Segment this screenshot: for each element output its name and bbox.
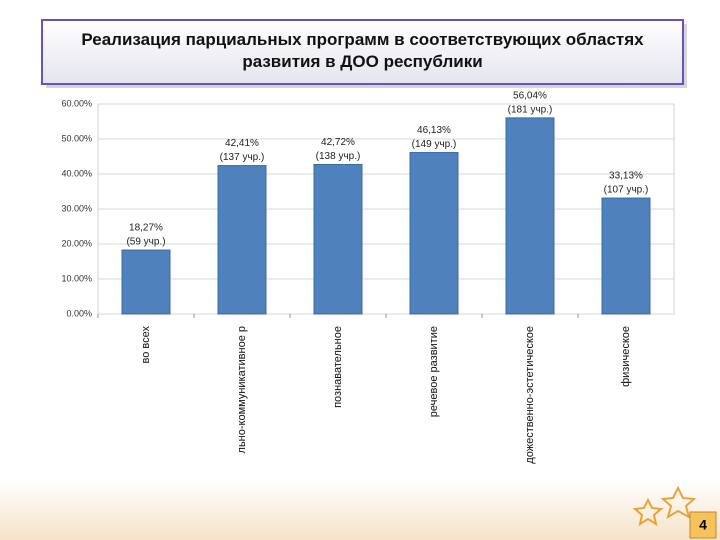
- count-label: (107 учр.): [604, 185, 649, 196]
- bar: [121, 249, 171, 315]
- x-tick-label: познавательное: [332, 326, 344, 408]
- x-tick-label: льно-коммуникативное р: [236, 326, 248, 453]
- value-label: 33,13%: [609, 171, 643, 182]
- count-label: (149 учр.): [412, 139, 457, 150]
- bar: [505, 117, 555, 315]
- value-label: 42,72%: [321, 137, 355, 148]
- bar: [601, 197, 651, 315]
- x-tick-label: во всех: [140, 326, 152, 364]
- y-tick-label: 50.00%: [61, 133, 92, 143]
- chart-title: Реализация парциальных программ в соотве…: [81, 30, 644, 71]
- slide-number: 4: [699, 517, 707, 533]
- count-label: (181 учр.): [508, 105, 553, 116]
- x-tick-label: физическое: [620, 326, 632, 387]
- y-tick-label: 10.00%: [61, 273, 92, 283]
- y-tick-label: 20.00%: [61, 238, 92, 248]
- value-label: 42,41%: [225, 138, 259, 149]
- value-label: 56,04%: [513, 91, 547, 102]
- title-wrap: Реализация парциальных программ в соотве…: [81, 30, 644, 71]
- value-label: 18,27%: [129, 223, 163, 234]
- plot: 0.00% 10.00% 20.00% 30.00% 40.00% 50.00% 60.00…: [61, 91, 675, 464]
- y-tick-label: 40.00%: [61, 168, 92, 178]
- y-tick-label: 60.00%: [61, 98, 92, 108]
- decoration: [632, 485, 697, 527]
- title-box: [41, 19, 684, 85]
- slide-number-box: [689, 511, 717, 539]
- count-label: (59 учр.): [126, 237, 165, 248]
- count-label: (138 учр.): [316, 151, 361, 162]
- x-tick-label: дожественно-эстетическое: [524, 326, 536, 464]
- y-tick-label: 0.00%: [66, 308, 92, 318]
- count-label: (137 учр.): [220, 152, 265, 163]
- footer-band: [0, 480, 720, 540]
- bar: [313, 163, 363, 315]
- value-label: 46,13%: [417, 125, 451, 136]
- x-tick-label: речевое развитие: [428, 326, 440, 417]
- y-tick-label: 30.00%: [61, 203, 92, 213]
- bar: [409, 152, 459, 315]
- category-labels: во всех льно-коммуникативное р познаватель…: [140, 326, 632, 464]
- bar: [217, 165, 267, 315]
